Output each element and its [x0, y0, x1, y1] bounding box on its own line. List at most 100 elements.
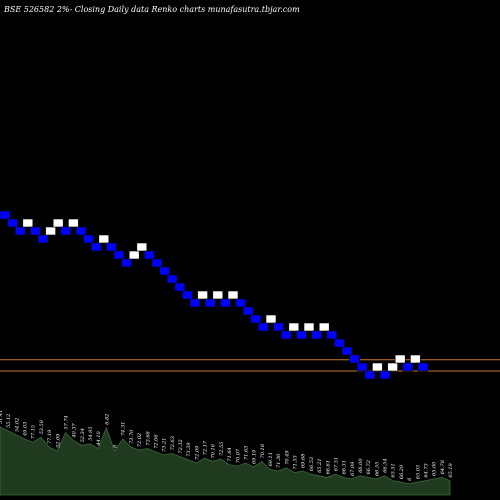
volume-label: 66.31: [342, 460, 348, 474]
renko-brick-up: [68, 218, 79, 228]
renko-brick-up: [45, 226, 56, 236]
volume-label: 8: [113, 445, 119, 448]
renko-brick-down: [151, 258, 163, 268]
volume-label: 66.54: [383, 458, 389, 472]
volume-label: 66.00: [358, 458, 364, 473]
volume-label: 66.55: [374, 462, 380, 476]
volume-label: 49.03: [23, 422, 29, 437]
renko-brick-down: [0, 210, 11, 220]
renko-brick-up: [227, 290, 239, 300]
renko-brick-down: [364, 370, 376, 380]
renko-brick-down: [113, 250, 125, 260]
volume-label: 52.09: [55, 433, 61, 448]
volume-label: 65.51: [391, 463, 397, 477]
volume-label: 65.21: [317, 458, 323, 472]
volume-label: 66.53: [309, 457, 315, 471]
renko-brick-down: [121, 258, 132, 268]
volume-label: 53.58: [39, 420, 45, 434]
renko-brick-down: [334, 338, 345, 348]
renko-brick-down: [341, 346, 353, 356]
renko-brick-down: [14, 226, 26, 236]
renko-brick-down: [90, 242, 102, 252]
renko-brick-down: [280, 330, 292, 340]
renko-brick-down: [402, 362, 414, 372]
renko-brick-down: [106, 242, 117, 252]
volume-label: 69.11: [268, 452, 274, 466]
volume-panel: [0, 426, 451, 496]
renko-brick-up: [265, 314, 277, 324]
renko-brick-up: [212, 290, 224, 300]
volume-label: 44.10: [96, 430, 102, 446]
renko-brick-down: [311, 330, 322, 340]
volume-label: 72.09: [194, 445, 200, 460]
volume-label: 73.21: [162, 438, 168, 452]
volume-label: 6: [407, 477, 413, 481]
volume-label: 40.37: [72, 422, 78, 438]
renko-brick-up: [136, 242, 148, 252]
volume-label: 72.32: [178, 439, 184, 453]
renko-brick-up: [372, 362, 383, 372]
renko-brick-down: [242, 306, 254, 316]
renko-brick-down: [349, 354, 360, 364]
renko-brick-down: [30, 226, 41, 236]
renko-brick-down: [37, 234, 49, 244]
volume-label: 73.68: [145, 431, 151, 445]
chart-title: BSE 526582 2%- Closing Daily data Renko …: [3, 5, 300, 14]
volume-label: 74.31: [121, 422, 127, 436]
volume-label: 70.18: [260, 444, 266, 458]
volume-label: 65.03: [415, 465, 421, 479]
renko-brick-up: [197, 290, 208, 300]
volume-label: 52.34: [80, 428, 86, 442]
renko-brick-up: [98, 234, 110, 244]
volume-label: 70.07: [235, 448, 241, 463]
renko-brick-up: [128, 250, 140, 260]
renko-brick-up: [22, 218, 34, 228]
renko-brick-down: [258, 322, 269, 332]
renko-brick-down: [417, 362, 429, 372]
volume-label: 72.63: [170, 436, 176, 450]
volume-label: 54.02: [14, 418, 20, 432]
volume-label: 6.82: [104, 414, 110, 425]
volume-label: 70.16: [211, 443, 217, 458]
volume-label: 65.00: [432, 461, 438, 476]
renko-brick-down: [174, 282, 186, 292]
renko-brick-up: [52, 218, 64, 228]
renko-brick-down: [356, 362, 368, 372]
volume-area: [0, 426, 451, 496]
volume-label: 73.39: [186, 442, 192, 457]
volume-label: 71.63: [243, 446, 249, 460]
renko-brick-up: [410, 354, 421, 364]
volume-label: 72.55: [219, 442, 225, 456]
renko-brick-down: [166, 274, 178, 284]
renko-brick-down: [379, 370, 391, 380]
volume-label: 54.95: [88, 426, 94, 440]
volume-label: 71.30: [276, 453, 282, 468]
volume-label: 57.74: [63, 415, 69, 429]
volume-label: 69.68: [301, 454, 307, 468]
renko-brick-up: [288, 322, 300, 332]
renko-brick-down: [159, 266, 170, 276]
volume-label: 72.17: [203, 440, 209, 455]
volume-label: 73.70: [129, 429, 135, 444]
renko-brick-down: [83, 234, 94, 244]
volume-label: 66.72: [366, 460, 372, 474]
volume-label: 77.19: [47, 429, 53, 444]
volume-label: 51.41: [0, 410, 4, 424]
renko-brick-down: [250, 314, 262, 324]
renko-brick-down: [296, 330, 307, 340]
volume-label: 67.09: [350, 461, 356, 476]
volume-label: 66.61: [325, 460, 331, 474]
volume-label: 64.73: [423, 463, 429, 477]
renko-bricks: [0, 210, 429, 380]
volume-label: 65.19: [448, 462, 454, 477]
volume-label: 71.64: [227, 447, 233, 461]
renko-brick-up: [387, 362, 398, 372]
renko-brick-down: [189, 298, 201, 308]
renko-brick-up: [318, 322, 330, 332]
renko-brick-down: [273, 322, 284, 332]
volume-label: 66.29: [399, 464, 405, 479]
renko-brick-down: [144, 250, 155, 260]
volume-label: 72.06: [153, 434, 159, 449]
